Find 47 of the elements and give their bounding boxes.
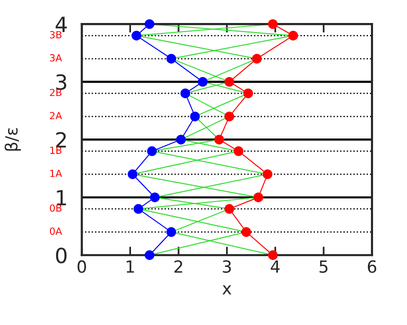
ref-line-label: 2A — [50, 112, 62, 120]
point — [253, 192, 264, 202]
x-tick-label: 2 — [174, 260, 182, 273]
y-axis-title: β/ε — [4, 128, 21, 151]
point — [198, 76, 208, 87]
ref-line-label: 1B — [50, 146, 62, 154]
point — [180, 88, 190, 98]
ref-line-label: 0B — [50, 204, 62, 212]
ref-line-label: 1A — [50, 170, 62, 177]
ref-line-label: 0A — [50, 227, 62, 235]
point — [288, 30, 298, 40]
point — [166, 227, 176, 237]
x-tick-label: 0 — [78, 260, 86, 273]
x-tick-label: 4 — [270, 260, 280, 273]
point — [252, 54, 262, 64]
point — [166, 54, 176, 64]
point — [144, 19, 154, 29]
x-tick-label: 1 — [126, 260, 134, 273]
point — [268, 19, 278, 29]
x-tick-label: 6 — [368, 260, 376, 273]
y-tick-label: 1 — [56, 190, 66, 206]
point — [176, 134, 186, 144]
point — [190, 112, 200, 122]
x-tick-label: 3 — [222, 260, 231, 273]
point — [132, 30, 142, 40]
ref-line-label: 3B — [50, 31, 62, 38]
point — [144, 250, 154, 260]
point — [224, 112, 234, 122]
point — [128, 169, 138, 180]
point — [224, 76, 234, 87]
point — [234, 146, 244, 156]
point — [262, 169, 272, 180]
point — [214, 134, 224, 144]
point — [134, 204, 144, 214]
ref-line-label: 3A — [50, 54, 62, 62]
point — [268, 250, 278, 260]
point — [243, 88, 254, 98]
point — [147, 146, 157, 156]
x-tick-label: 5 — [320, 260, 328, 273]
x-axis-title: x — [222, 285, 232, 294]
ref-line-label: 2B — [50, 88, 62, 96]
point — [224, 204, 234, 214]
point — [241, 227, 252, 237]
y-tick-label: 4 — [56, 16, 67, 32]
point — [150, 192, 160, 202]
y-tick-label: 2 — [56, 132, 66, 148]
y-tick-label: 3 — [56, 74, 66, 90]
